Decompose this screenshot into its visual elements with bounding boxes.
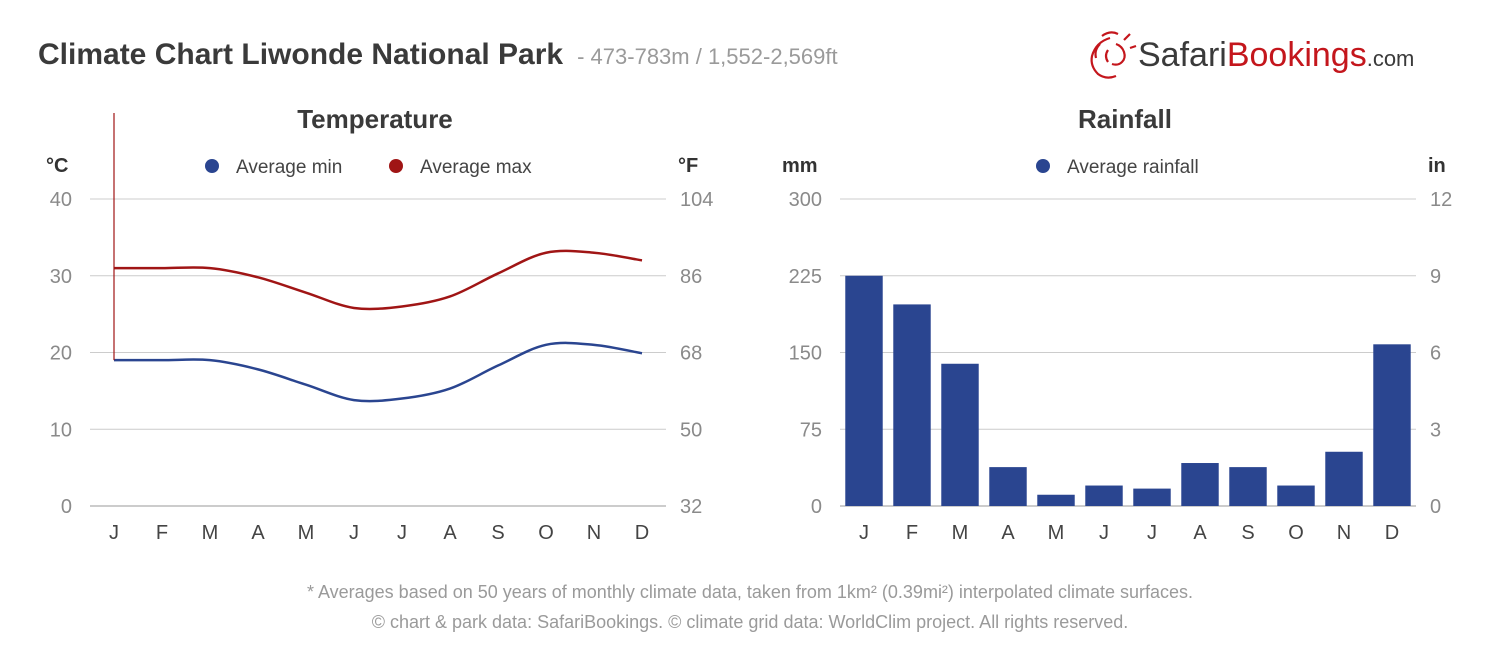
y2-tick-label: 9	[1430, 266, 1441, 288]
lion-logo-icon	[1090, 31, 1137, 79]
temperature-y2-axis: 32 50 68 86 104	[680, 189, 713, 518]
x-tick-label: A	[251, 522, 265, 544]
temperature-legend: Average min Average max	[205, 157, 532, 178]
y-tick-label: 0	[61, 496, 72, 518]
y2-tick-label: 32	[680, 496, 702, 518]
rainfall-bar	[1085, 485, 1123, 506]
x-tick-label: F	[906, 522, 918, 544]
x-tick-label: F	[156, 522, 168, 544]
rainfall-bar	[1277, 485, 1315, 506]
safaribookings-logo[interactable]: SafariBookings.com	[1090, 31, 1415, 79]
legend-label-rainfall: Average rainfall	[1067, 157, 1199, 178]
y-tick-label: 75	[800, 419, 822, 441]
rainfall-right-unit: in	[1428, 155, 1446, 177]
temperature-right-unit: °F	[678, 155, 698, 177]
y-tick-label: 300	[789, 189, 822, 211]
rainfall-bar	[1037, 494, 1075, 506]
rainfall-bar	[989, 467, 1027, 506]
temperature-chart-title: Temperature	[297, 104, 453, 134]
legend-marker-min	[205, 159, 219, 173]
x-tick-label: M	[298, 522, 315, 544]
rainfall-y2-axis: 0 3 6 9 12	[1430, 189, 1452, 518]
rainfall-bar	[1133, 488, 1171, 506]
x-tick-label: M	[1048, 522, 1065, 544]
x-tick-label: O	[538, 522, 554, 544]
temperature-gridlines	[90, 198, 666, 507]
x-tick-label: D	[1385, 522, 1399, 544]
series-line-average-min	[114, 341, 643, 403]
page-title: Climate Chart Liwonde National Park	[38, 38, 563, 71]
y-tick-label: 30	[50, 266, 72, 288]
rainfall-legend: Average rainfall	[1036, 157, 1199, 178]
rainfall-gridlines	[840, 198, 1416, 507]
legend-marker-rainfall	[1036, 159, 1050, 173]
y2-tick-label: 86	[680, 266, 702, 288]
y-tick-label: 20	[50, 343, 72, 365]
x-tick-label: J	[1099, 522, 1109, 544]
temperature-y-axis: 0 10 20 30 40	[50, 189, 72, 518]
x-tick-label: J	[109, 522, 119, 544]
y2-tick-label: 68	[680, 343, 702, 365]
footer-note: * Averages based on 50 years of monthly …	[307, 582, 1193, 602]
rainfall-bar	[1373, 344, 1411, 506]
y-tick-label: 0	[811, 496, 822, 518]
logo-text-bookings: Bookings	[1227, 36, 1367, 74]
x-tick-label: A	[443, 522, 457, 544]
rainfall-bar	[1229, 467, 1267, 506]
rainfall-bar	[845, 275, 883, 506]
x-tick-label: J	[859, 522, 869, 544]
logo-wordmark: SafariBookings.com	[1138, 36, 1414, 74]
y-tick-label: 10	[50, 419, 72, 441]
y-tick-label: 225	[789, 266, 822, 288]
y2-tick-label: 104	[680, 189, 713, 211]
x-tick-label: S	[491, 522, 504, 544]
rainfall-bar	[1325, 451, 1363, 506]
x-tick-label: N	[587, 522, 601, 544]
y2-tick-label: 6	[1430, 343, 1441, 365]
logo-text-safari: Safari	[1138, 36, 1227, 74]
x-tick-label: S	[1241, 522, 1254, 544]
y-tick-label: 40	[50, 189, 72, 211]
footer-credits: © chart & park data: SafariBookings. © c…	[372, 612, 1129, 632]
rainfall-bars	[845, 275, 1411, 506]
series-line-average-max	[114, 249, 643, 311]
rainfall-chart: Rainfall mm in Average rainfall 0 75 150 22…	[782, 104, 1452, 544]
y2-tick-label: 3	[1430, 419, 1441, 441]
x-tick-label: J	[349, 522, 359, 544]
x-tick-label: J	[1147, 522, 1157, 544]
rainfall-chart-title: Rainfall	[1078, 104, 1172, 134]
y2-tick-label: 50	[680, 419, 702, 441]
x-tick-label: D	[635, 522, 649, 544]
legend-label-min: Average min	[236, 157, 342, 178]
logo-text-com: .com	[1367, 46, 1415, 71]
rainfall-bar	[941, 363, 979, 506]
temperature-series	[113, 113, 643, 403]
legend-label-max: Average max	[420, 157, 532, 178]
rainfall-left-unit: mm	[782, 155, 818, 177]
page-subtitle: - 473-783m / 1,552-2,569ft	[577, 44, 838, 69]
rainfall-y-axis: 0 75 150 225 300	[789, 189, 822, 518]
x-tick-label: M	[202, 522, 219, 544]
rainfall-bar	[1181, 463, 1219, 506]
y2-tick-label: 0	[1430, 496, 1441, 518]
x-tick-label: N	[1337, 522, 1351, 544]
x-tick-label: A	[1193, 522, 1207, 544]
y2-tick-label: 12	[1430, 189, 1452, 211]
temperature-left-unit: °C	[46, 155, 68, 177]
rainfall-bar	[893, 304, 931, 506]
x-tick-label: O	[1288, 522, 1304, 544]
temperature-chart: Temperature °C °F Average min Average ma…	[46, 104, 713, 544]
y-tick-label: 150	[789, 343, 822, 365]
x-tick-label: J	[397, 522, 407, 544]
x-tick-label: M	[952, 522, 969, 544]
legend-marker-max	[389, 159, 403, 173]
x-tick-label: A	[1001, 522, 1015, 544]
